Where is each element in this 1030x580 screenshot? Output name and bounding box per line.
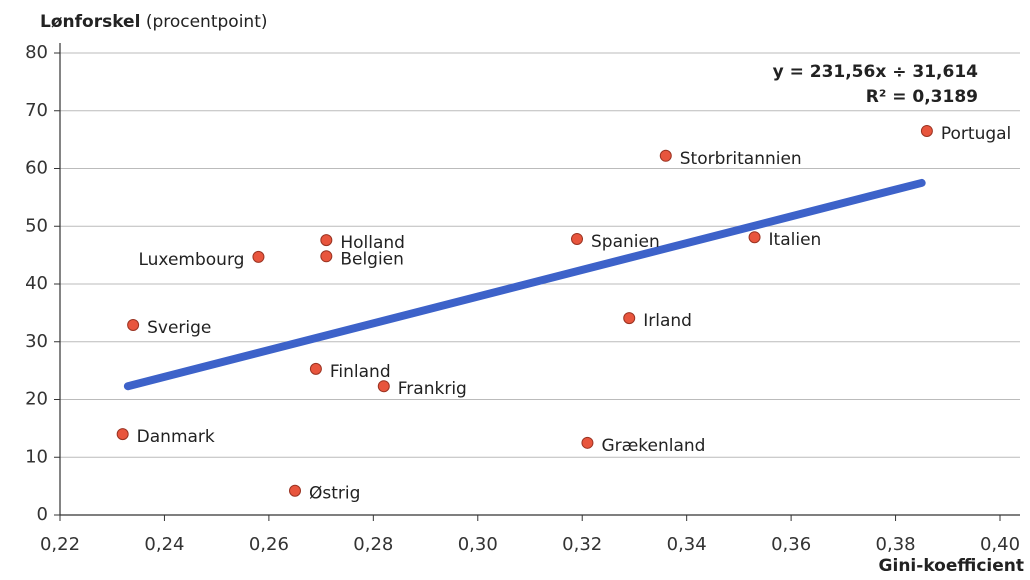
point-label: Belgien <box>340 249 404 269</box>
y-axis-label-bold: Lønforskel <box>40 12 140 32</box>
x-tick-label: 0,28 <box>353 534 393 555</box>
y-tick-label: 60 <box>25 158 48 179</box>
x-tick-label: 0,26 <box>249 534 289 555</box>
point <box>320 250 333 263</box>
point-label: Østrig <box>309 484 360 504</box>
point <box>581 436 594 449</box>
point-label: Storbritannien <box>680 149 802 169</box>
x-tick-label: 0,30 <box>458 534 498 555</box>
point-label: Grækenland <box>601 436 705 456</box>
y-tick-label: 50 <box>25 215 48 236</box>
x-tick-label: 0,34 <box>667 534 707 555</box>
point <box>920 124 933 137</box>
x-tick-label: 0,38 <box>876 534 916 555</box>
y-tick-label: 70 <box>25 100 48 121</box>
y-tick-label: 80 <box>25 42 48 63</box>
point <box>252 250 265 263</box>
y-axis-label-rest: (procentpoint) <box>146 12 268 32</box>
point <box>377 380 390 393</box>
trendline <box>123 178 926 391</box>
y-tick-label: 30 <box>25 331 48 352</box>
y-tick-label: 20 <box>25 389 48 410</box>
x-tick-label: 0,32 <box>562 534 602 555</box>
point-label: Sverige <box>147 318 211 338</box>
point <box>289 484 301 497</box>
point <box>623 312 636 325</box>
point-label: Luxembourg <box>138 250 244 270</box>
point <box>309 362 322 375</box>
x-tick-label: 0,40 <box>980 534 1020 555</box>
point <box>320 234 333 247</box>
point-label: Finland <box>330 362 391 382</box>
point-label: Danmark <box>137 427 215 447</box>
point-label: Frankrig <box>398 379 467 399</box>
x-axis-label: Gini-koefficient <box>879 556 1024 576</box>
equation: y = 231,56x ÷ 31,614 <box>773 62 979 82</box>
x-tick-label: 0,24 <box>144 534 184 555</box>
x-tick-label: 0,36 <box>771 534 811 555</box>
point-label: Irland <box>643 311 692 331</box>
point-label: Holland <box>340 233 405 253</box>
y-axis-label: Lønforskel (procentpoint) <box>40 12 268 32</box>
y-tick-label: 10 <box>25 446 48 467</box>
r-squared: R² = 0,3189 <box>866 87 978 107</box>
x-tick-label: 0,22 <box>40 534 80 555</box>
y-tick-label: 0 <box>37 504 48 525</box>
point-label: Italien <box>769 230 822 250</box>
point <box>748 231 761 244</box>
y-tick-label: 40 <box>25 273 48 294</box>
point <box>659 149 672 162</box>
point <box>571 232 583 245</box>
point <box>127 319 140 332</box>
point <box>116 428 129 441</box>
point-label: Spanien <box>591 232 660 252</box>
point-label: Portugal <box>941 124 1011 144</box>
